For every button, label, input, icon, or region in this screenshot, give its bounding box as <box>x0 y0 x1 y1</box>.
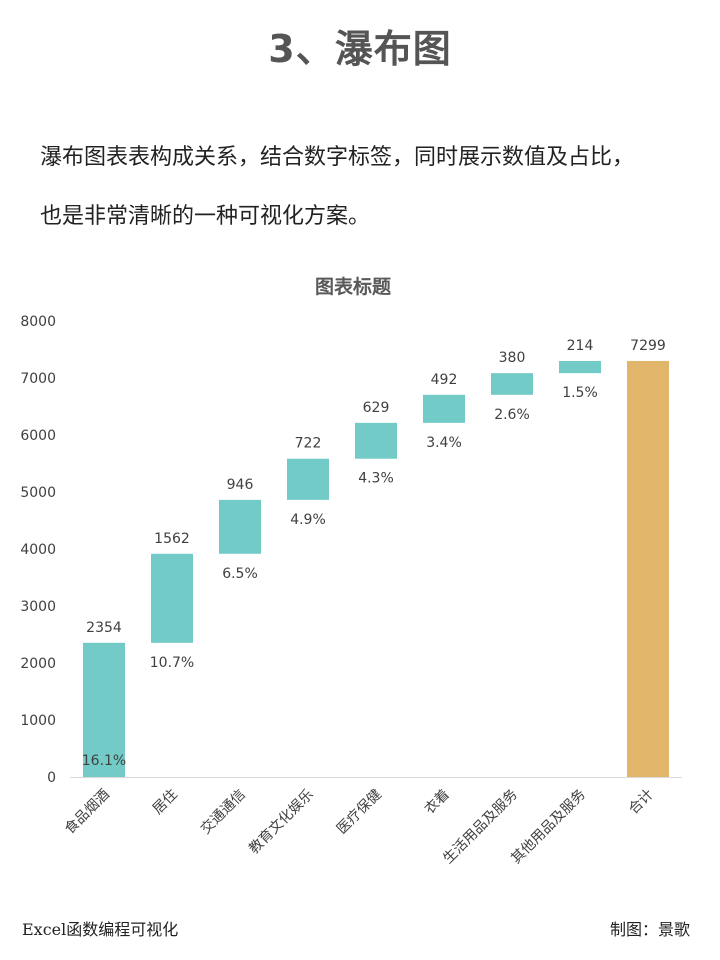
percent-label: 1.5% <box>562 385 598 401</box>
value-label: 2354 <box>86 620 122 636</box>
y-tick-label: 1000 <box>20 713 56 729</box>
y-tick-label: 8000 <box>20 314 56 330</box>
section-title: 3、瀑布图 <box>268 27 452 71</box>
percent-label: 4.9% <box>290 512 326 528</box>
y-tick-label: 7000 <box>20 371 56 387</box>
footer-brand: Excel函数编程可视化 <box>22 920 179 939</box>
y-tick-label: 6000 <box>20 428 56 444</box>
bar-6 <box>423 394 465 423</box>
value-label: 1562 <box>154 531 190 547</box>
y-tick-label: 0 <box>47 770 56 786</box>
bar-4 <box>287 458 329 500</box>
intro-line-1: 瀑布图表表构成关系，结合数字标签，同时展示数值及占比， <box>40 145 635 170</box>
x-tick-label: 交通通信 <box>197 786 249 838</box>
x-tick-label: 合计 <box>626 787 657 818</box>
y-tick-label: 4000 <box>20 542 56 558</box>
intro-text: 瀑布图表表构成关系，结合数字标签，同时展示数值及占比， 也是非常清晰的一种可视化… <box>40 136 700 254</box>
percent-label: 2.6% <box>494 407 530 423</box>
x-tick-label: 食品烟酒 <box>61 786 113 838</box>
value-label: 7299 <box>630 338 666 354</box>
bar-5 <box>355 422 397 459</box>
y-tick-label: 2000 <box>20 656 56 672</box>
value-label: 722 <box>295 436 322 452</box>
value-label: 629 <box>363 400 390 416</box>
percent-label: 6.5% <box>222 566 258 582</box>
x-tick-label: 其他用品及服务 <box>508 787 589 868</box>
bar-8 <box>559 360 601 374</box>
value-label: 492 <box>431 372 458 388</box>
value-label: 946 <box>227 477 254 493</box>
x-tick-label: 医疗保健 <box>334 787 385 838</box>
percent-label: 16.1% <box>82 753 126 769</box>
x-tick-label: 衣着 <box>422 787 453 818</box>
bar-1 <box>83 642 125 777</box>
y-tick-label: 5000 <box>20 485 56 501</box>
footer-credit: 制图：景歌 <box>609 920 690 939</box>
waterfall-chart: 图表标题 0 1000 2000 3000 4000 5000 6000 7000 8000 235… <box>20 275 682 868</box>
chart-title: 图表标题 <box>315 275 391 298</box>
bar-2 <box>151 553 193 643</box>
bar-9 <box>627 360 669 777</box>
x-tick-label: 居住 <box>150 787 181 818</box>
value-label: 380 <box>499 350 526 366</box>
y-tick-label: 3000 <box>20 599 56 615</box>
percent-label: 3.4% <box>426 435 462 451</box>
intro-line-2: 也是非常清晰的一种可视化方案。 <box>40 204 371 229</box>
value-label: 214 <box>567 338 594 354</box>
x-tick-label: 教育文化娱乐 <box>246 787 317 858</box>
bar-3 <box>219 499 261 554</box>
percent-label: 4.3% <box>358 471 394 487</box>
bar-7 <box>491 373 533 395</box>
percent-label: 10.7% <box>150 655 194 671</box>
